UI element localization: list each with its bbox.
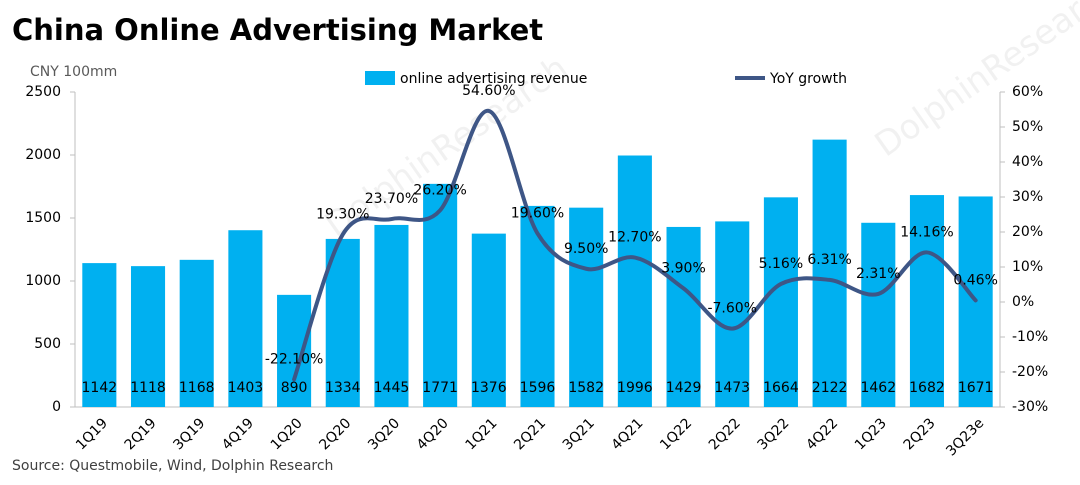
line	[292, 108, 978, 382]
bar	[666, 226, 701, 407]
bar	[471, 233, 506, 407]
x-tick-label: 3Q21	[560, 415, 598, 453]
y-tick-label: 2000	[25, 147, 61, 163]
x-tick-label: 4Q22	[803, 415, 841, 453]
y-tick-label: 1500	[25, 210, 61, 226]
y2-tick-label: 0%	[1012, 294, 1034, 310]
bar-label: 1664	[763, 380, 799, 396]
bar	[812, 139, 847, 408]
bar	[82, 263, 117, 407]
bar	[277, 294, 312, 407]
x-tick-label: 3Q22	[755, 415, 793, 453]
legend-label: YoY growth	[769, 71, 847, 87]
line-label: 19.60%	[511, 205, 564, 221]
bar-label: 1403	[228, 380, 264, 396]
bar	[325, 238, 360, 407]
bar-label: 1462	[860, 380, 896, 396]
bar	[569, 207, 604, 407]
x-tick-label: 1Q22	[657, 415, 695, 453]
y2-tick-label: 60%	[1012, 84, 1043, 100]
line-label: 9.50%	[564, 241, 608, 257]
bar-label: 1682	[909, 380, 945, 396]
bar-label: 890	[281, 380, 308, 396]
bar	[374, 224, 409, 407]
bar	[617, 155, 652, 407]
line-label: 19.30%	[316, 206, 369, 222]
bar-label: 1771	[422, 380, 458, 396]
legend-swatch	[365, 71, 395, 85]
bar-label: 1582	[568, 380, 604, 396]
x-tick-label: 1Q23	[852, 415, 890, 453]
bar-label: 1142	[82, 380, 118, 396]
bar-label: 1671	[958, 380, 994, 396]
line-label: -7.60%	[707, 301, 757, 317]
x-tick-label: 1Q20	[268, 415, 306, 453]
x-tick-label: 4Q20	[414, 415, 452, 453]
line-label: 2.31%	[856, 266, 900, 282]
bar	[520, 205, 555, 407]
y2-tick-label: -20%	[1012, 364, 1048, 380]
bar	[423, 183, 458, 407]
watermark: DolphinResearch	[868, 0, 1080, 165]
y2-tick-label: 40%	[1012, 154, 1043, 170]
x-tick-label: 2Q22	[706, 415, 744, 453]
line-label: 0.46%	[953, 272, 997, 288]
x-tick-label: 4Q19	[219, 415, 257, 453]
y2-tick-label: 10%	[1012, 259, 1043, 275]
bar	[715, 221, 750, 407]
bar-label: 1429	[666, 380, 702, 396]
y-tick-label: 2500	[25, 84, 61, 100]
bar	[861, 222, 896, 407]
bar-label: 1473	[714, 380, 750, 396]
bar-label: 2122	[812, 380, 848, 396]
x-tick-label: 3Q23e	[943, 415, 987, 459]
bar-label: 1118	[130, 380, 166, 396]
x-tick-label: 2Q21	[511, 415, 549, 453]
line-label: 54.60%	[462, 83, 515, 99]
line-label: 26.20%	[413, 182, 466, 198]
bar	[909, 195, 945, 407]
x-tick-label: 3Q19	[170, 415, 208, 453]
bar	[130, 266, 166, 407]
y-tick-label: 500	[34, 336, 61, 352]
y2-tick-label: 50%	[1012, 119, 1043, 135]
bar	[763, 197, 798, 407]
x-tick-label: 4Q21	[609, 415, 647, 453]
x-tick-label: 3Q20	[365, 415, 403, 453]
y2-tick-label: 20%	[1012, 224, 1043, 240]
y-tick-label: 1000	[25, 273, 61, 289]
bar	[228, 230, 263, 407]
x-tick-label: 2Q19	[122, 415, 160, 453]
line-label: 23.70%	[365, 191, 418, 207]
bar-label: 1445	[374, 380, 410, 396]
x-tick-label: 1Q21	[462, 415, 500, 453]
bar	[179, 259, 214, 407]
chart-title: China Online Advertising Market	[12, 13, 543, 47]
y2-tick-label: 30%	[1012, 189, 1043, 205]
x-tick-label: 2Q23	[901, 415, 939, 453]
bar-label: 1168	[179, 380, 215, 396]
line-label: 14.16%	[900, 224, 953, 240]
line-label: 6.31%	[807, 252, 851, 268]
bar-label: 1334	[325, 380, 361, 396]
y2-tick-label: -10%	[1012, 329, 1048, 345]
source: Source: Questmobile, Wind, Dolphin Resea…	[12, 458, 333, 474]
bar-label: 1376	[471, 380, 507, 396]
line-label: 5.16%	[759, 256, 803, 272]
bar-label: 1596	[520, 380, 556, 396]
line-label: 12.70%	[608, 230, 661, 246]
y2-tick-label: -30%	[1012, 399, 1048, 415]
line-label: -22.10%	[265, 351, 323, 367]
y-axis-label: CNY 100mm	[30, 64, 117, 80]
x-tick-label: 2Q20	[316, 415, 354, 453]
legend-label: online advertising revenue	[400, 71, 587, 87]
x-tick-label: 1Q19	[73, 415, 111, 453]
y-tick-label: 0	[52, 399, 61, 415]
bar-label: 1996	[617, 380, 653, 396]
line-label: 3.90%	[661, 260, 705, 276]
